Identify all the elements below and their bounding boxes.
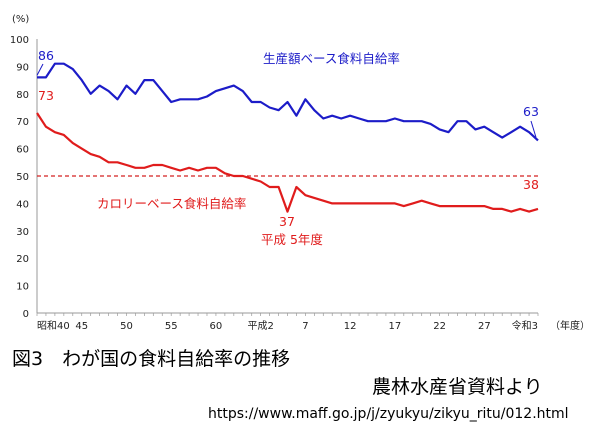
- annotation-min-calorie: 37: [279, 214, 295, 229]
- x-tick-label: 50: [120, 321, 133, 332]
- annotation-end-production: 63: [523, 104, 539, 119]
- y-tick-label: 90: [16, 62, 29, 73]
- y-tick-label: 70: [16, 117, 29, 128]
- annotation-start-calorie: 73: [38, 88, 54, 103]
- y-tick-label: 100: [10, 35, 29, 46]
- source-url: https://www.maff.go.jp/j/zyukyu/zikyu_ri…: [208, 406, 569, 422]
- x-tick-label: 55: [165, 321, 178, 332]
- series-line-production-value: [37, 62, 539, 142]
- annotation-leader: [36, 63, 44, 76]
- series-label-calorie: カロリーベース食料自給率: [97, 196, 246, 211]
- figure-caption: 図3 わが国の食料自給率の推移: [12, 348, 291, 370]
- x-tick-label: 平成2: [247, 320, 273, 332]
- x-tick-label: 17: [388, 321, 401, 332]
- y-tick-label: 20: [16, 254, 29, 265]
- x-unit-label: （年度）: [550, 319, 590, 332]
- x-tick-label: 22: [433, 321, 446, 332]
- self-sufficiency-chart: (%) （年度） 0 10 20 30 40 50 60 70 80 90 100 昭和40 45 50 5…: [10, 14, 590, 332]
- series-lines: [36, 62, 539, 213]
- series-line-calorie: [36, 112, 539, 213]
- annotation-min-year: 平成 5年度: [261, 232, 323, 247]
- source-note: 農林水産省資料より: [372, 376, 543, 398]
- series-label-production-value: 生産額ベース食料自給率: [263, 51, 400, 66]
- y-tick-label: 30: [16, 227, 29, 238]
- y-tick-label: 80: [16, 90, 29, 101]
- y-tick-label: 40: [16, 199, 29, 210]
- axes: 0 10 20 30 40 50 60 70 80 90 100 昭和40 45 50 55 60 平成2 7 12…: [10, 35, 539, 332]
- y-unit-label: (%): [12, 14, 29, 25]
- annotations: 86 73 63 38 37 平成 5年度: [36, 48, 539, 247]
- x-tick-label: 60: [210, 321, 223, 332]
- y-tick-label: 60: [16, 145, 29, 156]
- x-tick-label: 12: [344, 321, 357, 332]
- y-tick-label: 10: [16, 282, 29, 293]
- annotation-leader: [530, 120, 537, 138]
- y-tick-label: 50: [16, 172, 29, 183]
- y-tick-label: 0: [23, 309, 29, 320]
- x-tick-label: 昭和40: [37, 320, 70, 332]
- x-tick-label: 7: [302, 321, 308, 332]
- x-tick-label: 45: [75, 321, 88, 332]
- x-tick-label: 27: [478, 321, 491, 332]
- annotation-start-production: 86: [38, 48, 54, 63]
- x-tick-label: 令和3: [512, 319, 538, 332]
- annotation-end-calorie: 38: [523, 177, 539, 192]
